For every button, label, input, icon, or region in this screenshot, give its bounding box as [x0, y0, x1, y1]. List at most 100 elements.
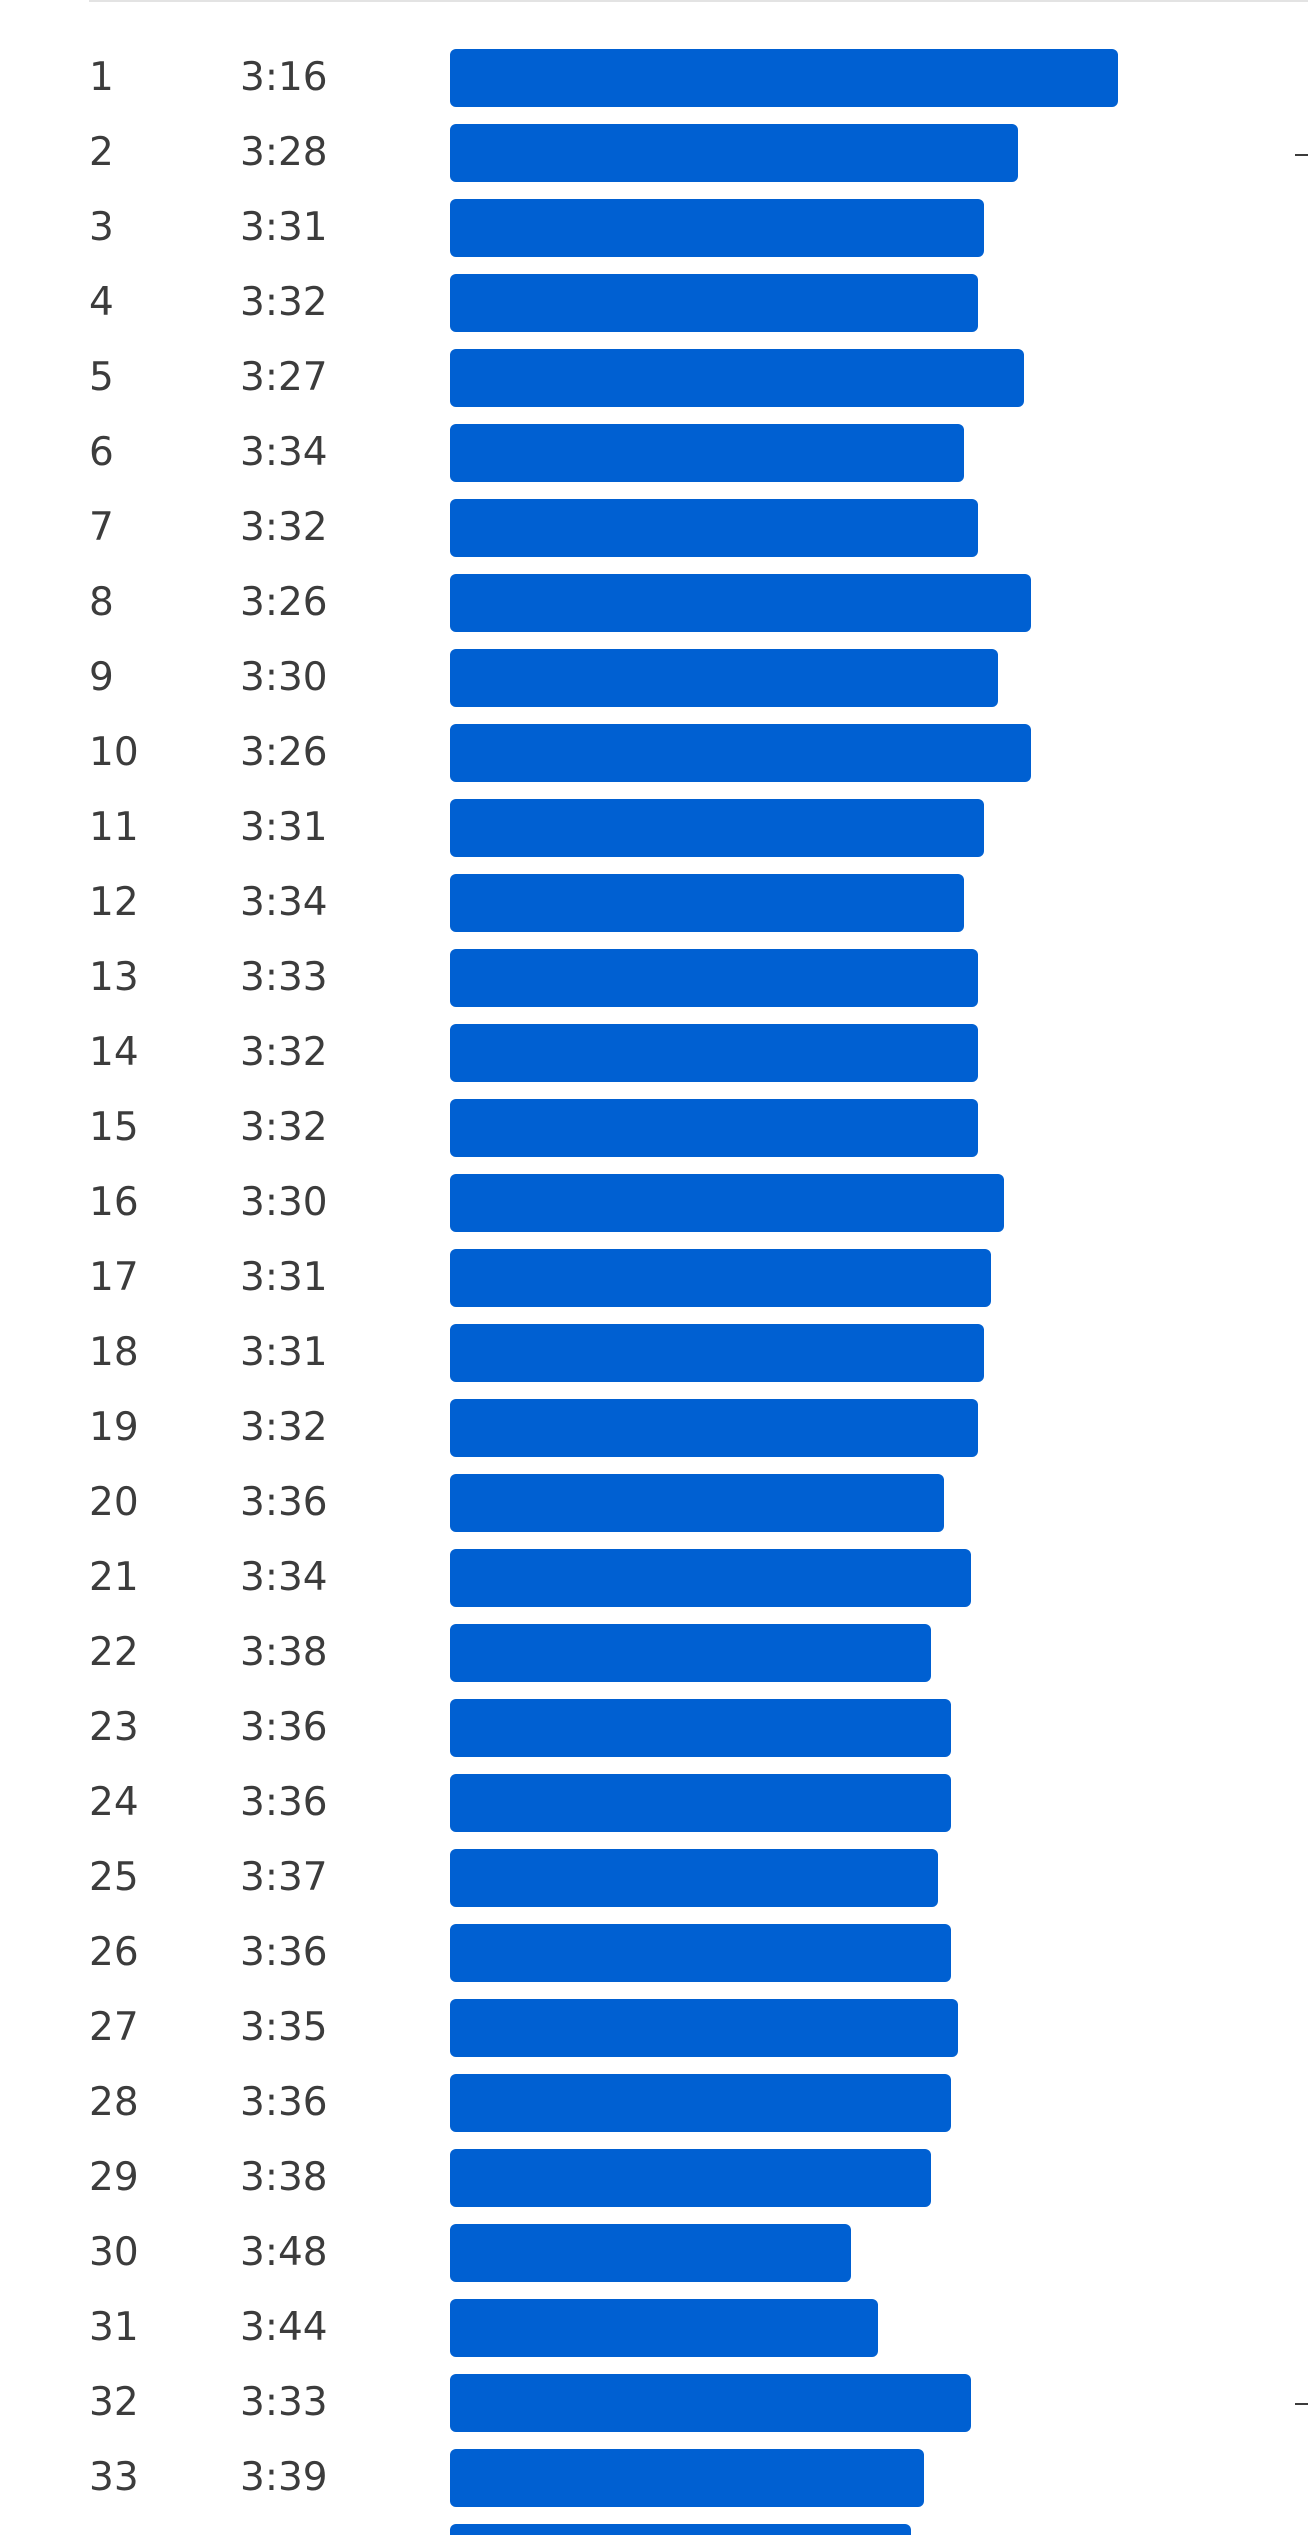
split-row: 4 3:32 — [0, 265, 1308, 340]
split-number: 10 — [89, 730, 139, 775]
split-row: 32 3:33 — [0, 2365, 1308, 2440]
pace-bar — [450, 2374, 971, 2432]
pace-bar — [450, 424, 964, 482]
split-row: 11 3:31 — [0, 790, 1308, 865]
split-pace: 3:16 — [240, 55, 328, 100]
split-row: 3 3:31 — [0, 190, 1308, 265]
split-row: 9 3:30 — [0, 640, 1308, 715]
pace-bar — [450, 1699, 951, 1757]
split-pace: 3:44 — [240, 2305, 328, 2350]
split-number: 21 — [89, 1555, 139, 1600]
split-number: 25 — [89, 1855, 139, 1900]
pace-bar — [450, 1324, 984, 1382]
split-row: 6 3:34 — [0, 415, 1308, 490]
split-row: 25 3:37 — [0, 1840, 1308, 1915]
split-row: 22 3:38 — [0, 1615, 1308, 1690]
split-pace: 3:28 — [240, 130, 328, 175]
pace-bar — [450, 2074, 951, 2132]
pace-bar — [450, 1624, 931, 1682]
split-row: 8 3:26 — [0, 565, 1308, 640]
split-pace: 3:27 — [240, 355, 328, 400]
split-row: 29 3:38 — [0, 2140, 1308, 2215]
split-number: 29 — [89, 2155, 139, 2200]
split-pace: 3:35 — [240, 2005, 328, 2050]
pace-bar — [450, 874, 964, 932]
split-number: 9 — [89, 655, 114, 700]
pace-bar — [450, 1549, 971, 1607]
split-row: 17 3:31 — [0, 1240, 1308, 1315]
pace-bar — [450, 274, 978, 332]
split-pace: 3:38 — [240, 2155, 328, 2200]
split-row: 27 3:35 — [0, 1990, 1308, 2065]
split-number: 5 — [89, 355, 114, 400]
split-pace: 3:36 — [240, 1480, 328, 1525]
split-row: 30 3:48 — [0, 2215, 1308, 2290]
split-row: 20 3:36 — [0, 1465, 1308, 1540]
edge-tick-mark — [1295, 2403, 1308, 2405]
split-number: 1 — [89, 55, 114, 100]
split-number: 15 — [89, 1105, 139, 1150]
pace-bar — [450, 724, 1031, 782]
split-number: 16 — [89, 1180, 139, 1225]
split-pace: 3:36 — [240, 1780, 328, 1825]
split-number: 6 — [89, 430, 114, 475]
split-number: 2 — [89, 130, 114, 175]
split-pace: 3:32 — [240, 505, 328, 550]
pace-bar — [450, 349, 1024, 407]
pace-bar — [450, 499, 978, 557]
split-pace: 3:37 — [240, 1855, 328, 1900]
pace-bar — [450, 1249, 991, 1307]
split-number: 31 — [89, 2305, 139, 2350]
split-row: 33 3:39 — [0, 2440, 1308, 2515]
split-pace: 3:38 — [240, 1630, 328, 1675]
pace-bar — [450, 1924, 951, 1982]
split-row: 28 3:36 — [0, 2065, 1308, 2140]
split-row: 5 3:27 — [0, 340, 1308, 415]
pace-bar — [450, 49, 1118, 107]
pace-bar — [450, 124, 1018, 182]
split-pace: 3:32 — [240, 1105, 328, 1150]
pace-bar — [450, 2149, 931, 2207]
split-pace: 3:36 — [240, 2080, 328, 2125]
split-number: 23 — [89, 1705, 139, 1750]
split-row: 31 3:44 — [0, 2290, 1308, 2365]
pace-bar — [450, 1174, 1004, 1232]
pace-bar — [450, 1849, 938, 1907]
split-row: 18 3:31 — [0, 1315, 1308, 1390]
split-row: 2 3:28 — [0, 115, 1308, 190]
split-pace: 3:30 — [240, 655, 328, 700]
split-number: 27 — [89, 2005, 139, 2050]
split-number: 14 — [89, 1030, 139, 1075]
split-number: 12 — [89, 880, 139, 925]
pace-bar — [450, 1474, 944, 1532]
split-pace: 3:36 — [240, 1930, 328, 1975]
split-number: 13 — [89, 955, 139, 1000]
split-number: 22 — [89, 1630, 139, 1675]
split-pace: 3:33 — [240, 2380, 328, 2425]
split-pace: 3:31 — [240, 1330, 328, 1375]
split-pace: 3:34 — [240, 1555, 328, 1600]
split-number: 17 — [89, 1255, 139, 1300]
split-row: 21 3:34 — [0, 1540, 1308, 1615]
pace-bar — [450, 2449, 924, 2507]
split-row: 16 3:30 — [0, 1165, 1308, 1240]
split-row: 13 3:33 — [0, 940, 1308, 1015]
split-pace: 3:31 — [240, 205, 328, 250]
split-pace: 3:33 — [240, 955, 328, 1000]
split-number: 7 — [89, 505, 114, 550]
split-number: 11 — [89, 805, 139, 850]
pace-bar — [450, 1999, 958, 2057]
split-number: 4 — [89, 280, 114, 325]
edge-tick-mark — [1295, 154, 1308, 156]
split-row: 24 3:36 — [0, 1765, 1308, 1840]
split-row: 26 3:36 — [0, 1915, 1308, 1990]
pace-bar — [450, 649, 998, 707]
split-pace: 3:34 — [240, 880, 328, 925]
pace-bar — [450, 949, 978, 1007]
split-number: 24 — [89, 1780, 139, 1825]
split-pace: 3:32 — [240, 280, 328, 325]
split-number: 26 — [89, 1930, 139, 1975]
split-pace: 3:31 — [240, 805, 328, 850]
